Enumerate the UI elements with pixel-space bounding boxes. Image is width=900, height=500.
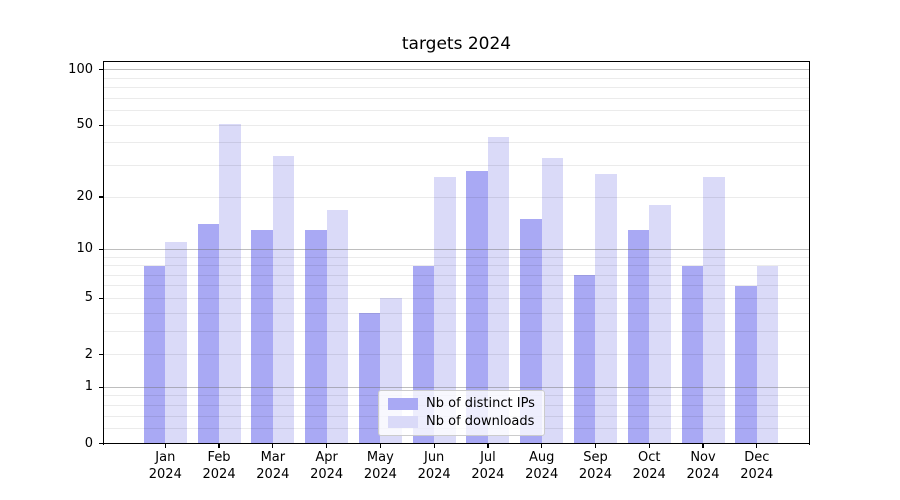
- bar-feb-downloads: [219, 123, 241, 444]
- y-gridline-minor: [104, 77, 810, 79]
- y-gridline-minor: [104, 312, 810, 314]
- y-tick: [99, 297, 103, 300]
- x-tick: [379, 444, 381, 448]
- plot-spine-right: [809, 61, 811, 445]
- x-tick: [541, 444, 543, 448]
- legend-swatch-downloads: [388, 416, 418, 428]
- bar-aug-downloads: [541, 158, 564, 444]
- x-tick-label: May 2024: [363, 450, 397, 482]
- x-tick-label: Feb 2024: [202, 450, 236, 482]
- legend: Nb of distinct IPs Nb of downloads: [378, 390, 545, 436]
- legend-swatch-distinct-ips: [388, 398, 418, 410]
- x-tick-label: Apr 2024: [310, 450, 344, 482]
- y-gridline-minor: [104, 87, 810, 89]
- y-gridline-major: [104, 248, 810, 250]
- bar-dec-distinct-ips: [735, 285, 757, 444]
- bar-mar-distinct-ips: [251, 229, 273, 444]
- x-tick: [648, 444, 650, 448]
- y-gridline-minor: [104, 285, 810, 287]
- x-tick: [487, 444, 489, 448]
- x-tick-label: Jul 2024: [471, 450, 505, 482]
- y-gridline-minor: [104, 165, 810, 166]
- legend-label-downloads: Nb of downloads: [426, 414, 535, 429]
- bar-apr-downloads: [326, 209, 349, 444]
- bar-nov-distinct-ips: [681, 265, 703, 444]
- bar-jun-downloads: [434, 176, 456, 444]
- x-tick: [326, 444, 328, 448]
- bar-may-distinct-ips: [358, 313, 381, 444]
- chart-title: targets 2024: [401, 34, 512, 54]
- y-gridline-minor: [104, 142, 810, 144]
- x-tick: [433, 444, 435, 448]
- y-tick: [99, 386, 103, 388]
- x-tick-label: Oct 2024: [632, 450, 666, 482]
- bar-oct-distinct-ips: [627, 229, 650, 444]
- y-tick-label: 1: [84, 379, 93, 395]
- x-tick-label: Sep 2024: [578, 450, 612, 482]
- x-tick-label: Jan 2024: [148, 450, 182, 482]
- y-gridline-minor: [104, 97, 810, 99]
- y-gridline-minor: [104, 256, 810, 258]
- plot-spine-left: [103, 61, 105, 445]
- x-tick: [218, 444, 220, 448]
- bar-oct-downloads: [649, 205, 671, 444]
- plot-spine-bottom: [103, 443, 810, 445]
- y-tick: [99, 124, 103, 126]
- y-gridline-minor: [104, 110, 810, 112]
- bar-mar-downloads: [272, 155, 295, 444]
- y-tick: [99, 442, 103, 445]
- bar-jan-downloads: [165, 242, 187, 444]
- x-tick: [272, 444, 274, 448]
- bar-nov-downloads: [703, 176, 725, 444]
- y-tick: [99, 69, 103, 71]
- bar-feb-distinct-ips: [197, 224, 220, 444]
- x-tick: [594, 444, 597, 448]
- y-tick-label: 0: [84, 435, 93, 451]
- bar-sep-distinct-ips: [573, 275, 596, 444]
- legend-item-distinct-ips: Nb of distinct IPs: [388, 396, 535, 412]
- x-tick-label: Dec 2024: [740, 450, 774, 482]
- y-gridline-minor: [104, 330, 810, 332]
- bar-jul-downloads: [487, 137, 510, 444]
- bar-aug-distinct-ips: [520, 219, 542, 444]
- y-gridline-minor: [104, 265, 810, 267]
- y-tick-label: 5: [84, 290, 93, 306]
- plot-spine-top: [103, 61, 810, 63]
- y-tick-label: 50: [76, 117, 93, 133]
- y-gridline-minor: [104, 196, 810, 198]
- x-tick: [756, 444, 758, 448]
- y-gridline-major: [104, 386, 810, 388]
- x-tick-label: Nov 2024: [686, 450, 720, 482]
- x-tick-label: Jun 2024: [417, 450, 451, 482]
- bar-apr-distinct-ips: [305, 229, 327, 444]
- legend-label-distinct-ips: Nb of distinct IPs: [426, 396, 535, 411]
- legend-item-downloads: Nb of downloads: [388, 414, 535, 430]
- y-tick-label: 2: [84, 346, 93, 362]
- x-tick-label: Mar 2024: [256, 450, 290, 482]
- bar-jan-distinct-ips: [143, 265, 166, 444]
- x-tick: [164, 444, 166, 448]
- y-tick: [99, 248, 103, 250]
- bar-dec-downloads: [756, 265, 779, 444]
- y-gridline-minor: [104, 124, 810, 126]
- y-gridline-major: [104, 69, 810, 71]
- y-tick-label: 10: [76, 241, 93, 257]
- bar-jul-distinct-ips: [466, 170, 488, 444]
- y-gridline-minor: [104, 354, 810, 356]
- bar-sep-downloads: [595, 173, 617, 444]
- y-gridline-minor: [104, 274, 810, 276]
- y-tick-label: 100: [68, 61, 93, 77]
- x-tick: [702, 444, 704, 448]
- x-tick-label: Aug 2024: [525, 450, 559, 482]
- y-tick: [99, 353, 103, 356]
- y-tick-label: 20: [76, 189, 93, 205]
- y-tick: [99, 196, 103, 198]
- y-gridline-minor: [104, 297, 810, 299]
